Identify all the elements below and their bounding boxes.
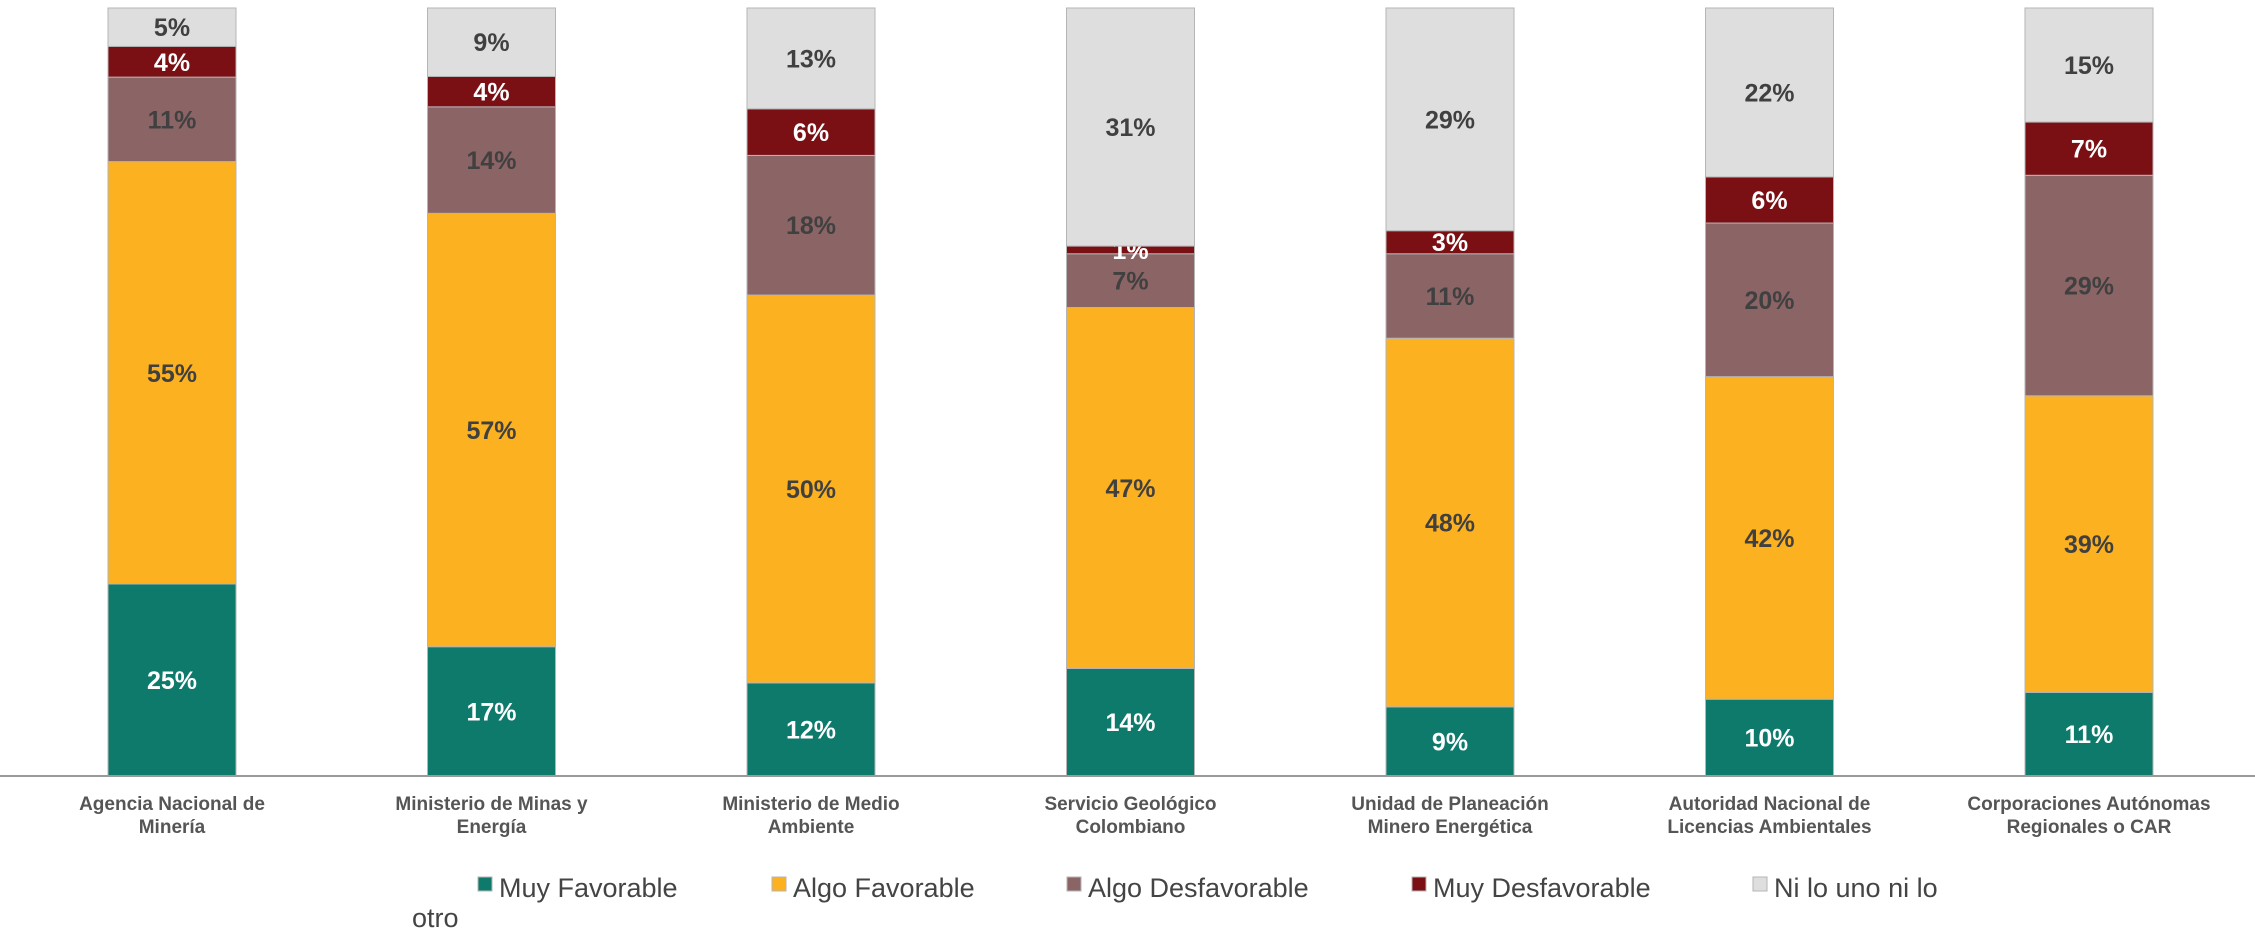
data-label: 10% xyxy=(1744,725,1794,753)
data-label: 55% xyxy=(147,360,197,388)
data-label: 18% xyxy=(786,212,836,240)
legend-swatch xyxy=(1067,877,1081,891)
data-label: 29% xyxy=(1425,106,1475,134)
category-label: Unidad de Planeación Minero Energética xyxy=(1351,794,1548,838)
data-label: 39% xyxy=(2064,531,2114,559)
data-label: 12% xyxy=(786,716,836,744)
data-label: 42% xyxy=(1744,525,1794,553)
data-label: 7% xyxy=(2071,136,2107,164)
data-label: 13% xyxy=(786,45,836,73)
data-label: 9% xyxy=(1432,728,1468,756)
data-label: 6% xyxy=(1751,187,1787,215)
legend-swatch xyxy=(1753,877,1767,891)
category-label: Servicio Geológico Colombiano xyxy=(1044,794,1216,838)
data-label: 14% xyxy=(1105,709,1155,737)
data-label: 9% xyxy=(473,29,509,57)
legend-swatch xyxy=(772,877,786,891)
data-label: 31% xyxy=(1105,114,1155,142)
data-label: 20% xyxy=(1744,287,1794,315)
data-label: 47% xyxy=(1105,475,1155,503)
data-label: 29% xyxy=(2064,273,2114,301)
data-label: 7% xyxy=(1112,268,1148,296)
category-label: Autoridad Nacional de Licencias Ambiental… xyxy=(1667,794,1871,838)
legend-label: Algo Desfavorable xyxy=(1088,873,1309,903)
data-label: 22% xyxy=(1744,79,1794,107)
legend-label: Muy Favorable xyxy=(499,873,678,903)
bars-group: 25% 55% 11% 4% 5% 17% 57% 14% 4% 9% 12% 50% 18% 6% 13%… xyxy=(108,8,2153,776)
data-label: 11% xyxy=(148,106,197,134)
data-label: 5% xyxy=(154,14,190,42)
data-label: 4% xyxy=(473,79,509,107)
data-label: 57% xyxy=(466,417,516,445)
data-label: 17% xyxy=(466,698,516,726)
data-label: 15% xyxy=(2064,52,2114,80)
data-label: 6% xyxy=(793,119,829,147)
category-labels-group: Agencia Nacional de Minería Ministerio de … xyxy=(79,794,2211,838)
data-label: 3% xyxy=(1432,229,1468,257)
data-label: 14% xyxy=(466,147,516,175)
category-label: Corporaciones Autónomas Regionales o CAR xyxy=(1967,794,2210,838)
legend-label: Muy Desfavorable xyxy=(1433,873,1651,903)
category-label: Ministerio de Minas y Energía xyxy=(395,794,588,838)
legend-swatch xyxy=(478,877,492,891)
data-label: 11% xyxy=(2065,721,2114,749)
legend-label: Algo Favorable xyxy=(793,873,975,903)
data-label: 4% xyxy=(154,49,190,77)
data-label: 25% xyxy=(147,667,197,695)
data-label: 48% xyxy=(1425,510,1475,538)
legend-swatch xyxy=(1412,877,1426,891)
data-label: 50% xyxy=(786,476,836,504)
category-label: Agencia Nacional de Minería xyxy=(79,794,265,838)
data-label: 11% xyxy=(1426,283,1475,311)
legend: Muy Favorable Algo Favorable Algo Desfavor… xyxy=(412,873,1938,930)
category-label: Ministerio de Medio Ambiente xyxy=(722,794,899,838)
